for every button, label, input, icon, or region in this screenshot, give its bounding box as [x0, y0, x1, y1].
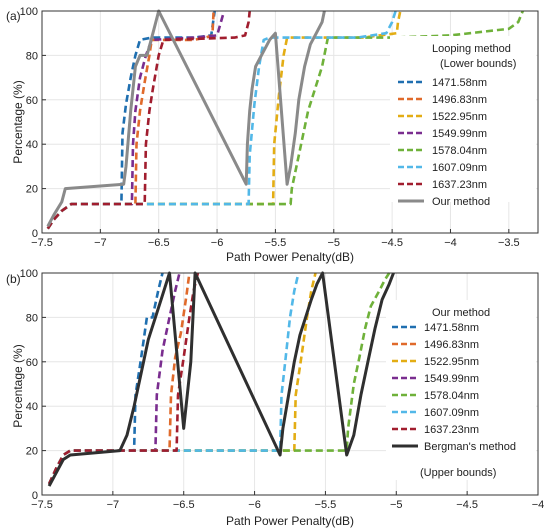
- legend-entry-label: 1496.83nm: [432, 94, 487, 106]
- legend-entry-label: 1578.04nm: [424, 390, 479, 402]
- legend-title-b: Our method: [432, 307, 490, 319]
- y-tick-label: 0: [32, 228, 38, 240]
- legend-entry-label: 1471.58nm: [432, 77, 487, 89]
- y-tick-label: 60: [26, 95, 38, 107]
- chart-panel-b: (b) Percentage (%) Path Power Penalty(dB…: [6, 268, 544, 528]
- series-line-7: [47, 272, 200, 485]
- legend-entry-label: Bergman's method: [424, 441, 516, 453]
- legend-entry-label: 1496.83nm: [424, 339, 479, 351]
- series-line-7: [46, 10, 251, 230]
- legend-entry-label: 1637.23nm: [432, 179, 487, 191]
- x-axis-label-b: Path Power Penalty(dB): [226, 514, 354, 528]
- legend-box-b: [386, 300, 536, 480]
- legend-a: Looping method (Lower bounds) 1471.58nm1…: [390, 36, 536, 208]
- series-line-4: [46, 10, 226, 230]
- x-tick-label: −4.5: [456, 499, 478, 511]
- legend-items-a: 1471.58nm 1496.83nm 1522.95nm 1549.99nm 1578…: [398, 77, 490, 208]
- legend-entry-label: 1522.95nm: [424, 356, 479, 368]
- ticks-b: −7.5 −7 −6.5 −6 −5.5 −5 −4.5 −4 0 20 40 60 80 100: [20, 268, 545, 511]
- y-tick-label: 40: [26, 139, 38, 151]
- y-tick-label: 20: [26, 184, 38, 196]
- x-tick-label: −7: [107, 499, 120, 511]
- y-tick-label: 100: [20, 6, 38, 18]
- x-tick-label: −5: [390, 499, 403, 511]
- series-group-a: [46, 9, 525, 230]
- panel-label-b: (b): [6, 272, 21, 286]
- x-tick-label: −6: [211, 237, 224, 249]
- y-tick-label: 20: [26, 446, 38, 458]
- legend-entry-label: 1471.58nm: [424, 322, 479, 334]
- x-tick-label: −4: [532, 499, 545, 511]
- x-tick-label: −5.5: [265, 237, 287, 249]
- legend-entry-label: Our method: [432, 196, 490, 208]
- series-line-2: [47, 272, 191, 485]
- chart-panel-a: (a) Percentage (%) Path Power Penalty(dB…: [6, 6, 539, 264]
- x-tick-label: −5: [327, 237, 340, 249]
- plot-frame-b: [41, 272, 539, 496]
- x-tick-label: −7: [94, 237, 107, 249]
- y-tick-label: 80: [26, 312, 38, 324]
- legend-entry-label: 1522.95nm: [432, 111, 487, 123]
- x-tick-label: −5.5: [315, 499, 337, 511]
- x-tick-label: −7.5: [31, 237, 53, 249]
- series-line-8: [47, 271, 395, 487]
- x-tick-label: −6: [248, 499, 261, 511]
- ticks-a: −7.5 −7 −6.5 −6 −5.5 −5 −4.5 −4 −3.5 0 20 40 60 80 100: [20, 6, 520, 249]
- legend-entry-label: 1637.23nm: [424, 424, 479, 436]
- legend-title-a-line1: Looping method: [432, 43, 511, 55]
- legend-box-a: [390, 36, 536, 202]
- x-tick-label: −6.5: [173, 499, 195, 511]
- x-tick-label: −7.5: [31, 499, 53, 511]
- y-tick-label: 60: [26, 357, 38, 369]
- legend-note-b: (Upper bounds): [420, 467, 496, 479]
- x-axis-label-a: Path Power Penalty(dB): [226, 250, 354, 264]
- y-tick-label: 100: [20, 268, 38, 280]
- legend-entry-label: 1549.99nm: [424, 373, 479, 385]
- series-line-8: [46, 9, 326, 228]
- x-tick-label: −4: [444, 237, 457, 249]
- legend-b: Our method 1471.58nm 1496.83nm 1522.95nm 15…: [386, 300, 536, 480]
- x-tick-label: −4.5: [381, 237, 403, 249]
- legend-entry-label: 1607.09nm: [424, 407, 479, 419]
- y-tick-label: 40: [26, 401, 38, 413]
- panel-label-a: (a): [6, 9, 21, 23]
- x-tick-label: −3.5: [498, 237, 520, 249]
- y-axis-label-b: Percentage (%): [11, 344, 25, 427]
- legend-entry-label: 1607.09nm: [432, 162, 487, 174]
- legend-entry-label: 1578.04nm: [432, 145, 487, 157]
- y-tick-label: 80: [26, 50, 38, 62]
- y-axis-label-a: Percentage (%): [11, 80, 25, 163]
- x-tick-label: −6.5: [148, 237, 170, 249]
- series-group-b: [47, 271, 395, 487]
- plot-frame-a: [41, 10, 539, 234]
- legend-entry-label: 1549.99nm: [432, 128, 487, 140]
- legend-items-b: 1471.58nm 1496.83nm 1522.95nm 1549.99nm 1578…: [392, 322, 516, 453]
- legend-title-a-line2: (Lower bounds): [440, 58, 516, 70]
- y-tick-label: 0: [32, 490, 38, 502]
